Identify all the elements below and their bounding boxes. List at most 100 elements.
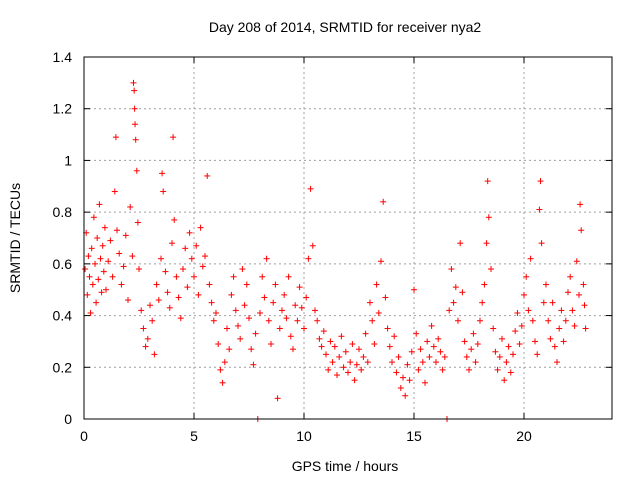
data-point	[88, 245, 95, 252]
data-point	[96, 201, 103, 208]
data-point	[549, 299, 556, 306]
data-point	[153, 281, 160, 288]
data-point	[435, 335, 442, 342]
x-tick-label: 5	[190, 428, 198, 444]
data-point	[305, 255, 312, 262]
data-point	[224, 325, 230, 332]
data-point	[164, 289, 171, 296]
data-point	[455, 317, 461, 324]
data-point	[505, 343, 512, 350]
data-point	[492, 348, 499, 355]
data-point	[250, 361, 257, 368]
data-point	[116, 250, 123, 257]
data-point	[463, 353, 470, 360]
data-point	[166, 304, 173, 311]
data-point	[173, 273, 180, 280]
data-point	[413, 330, 420, 337]
data-point	[131, 105, 138, 112]
data-point	[536, 206, 543, 213]
data-point	[129, 253, 136, 260]
data-point	[93, 299, 100, 306]
data-point	[276, 325, 283, 332]
data-point	[261, 294, 268, 301]
data-point	[501, 377, 508, 384]
data-point	[360, 353, 367, 360]
data-point	[560, 338, 567, 345]
data-point	[349, 341, 356, 348]
data-points	[82, 79, 589, 422]
data-point	[162, 268, 169, 275]
data-point	[235, 322, 241, 329]
data-point	[171, 216, 178, 223]
data-point	[503, 359, 510, 366]
data-point	[252, 330, 259, 337]
x-tick-label: 15	[406, 428, 422, 444]
data-point	[484, 178, 491, 185]
data-point	[426, 353, 433, 360]
data-point	[571, 322, 578, 329]
data-point	[239, 266, 246, 273]
data-point	[120, 263, 127, 270]
data-point	[199, 263, 206, 270]
y-tick-label: 0.8	[53, 204, 73, 220]
data-point	[521, 291, 527, 298]
y-axis-label: SRMTID / TECUs	[7, 183, 23, 293]
data-point	[417, 346, 424, 353]
data-point	[577, 201, 584, 208]
data-point	[329, 359, 336, 366]
data-point	[103, 286, 109, 293]
data-point	[226, 346, 233, 353]
data-point	[378, 258, 384, 265]
data-point	[169, 240, 175, 247]
data-point	[303, 294, 310, 301]
y-axis-ticks: 0 0.2 0.4 0.6 0.8 1 1.2 1.4	[53, 49, 612, 427]
data-point	[446, 307, 453, 314]
data-point	[118, 281, 125, 288]
data-point	[545, 317, 552, 324]
data-point	[221, 359, 228, 366]
data-point	[527, 255, 534, 262]
data-point	[516, 341, 523, 348]
data-point	[272, 281, 279, 288]
data-point	[439, 366, 446, 373]
data-point	[193, 242, 200, 249]
data-point	[537, 178, 544, 185]
chart-title: Day 208 of 2014, SRMTID for receiver nya…	[209, 19, 482, 35]
data-point	[386, 343, 393, 350]
data-point	[132, 136, 139, 143]
data-point	[415, 366, 422, 373]
data-point	[105, 258, 112, 265]
data-point	[283, 315, 290, 322]
data-point	[466, 366, 472, 373]
data-point	[562, 317, 569, 324]
data-point	[177, 315, 184, 322]
data-point	[301, 325, 307, 332]
data-point	[507, 369, 514, 376]
data-point	[107, 237, 114, 244]
data-point	[312, 307, 318, 314]
data-point	[296, 284, 303, 291]
data-point	[109, 273, 116, 280]
data-point	[424, 338, 431, 345]
data-point	[402, 392, 409, 399]
data-point	[461, 338, 468, 345]
data-point	[248, 346, 255, 353]
data-point	[208, 299, 215, 306]
data-point	[340, 364, 347, 371]
data-point	[558, 307, 565, 314]
data-point	[540, 299, 547, 306]
data-point	[582, 325, 589, 332]
data-point	[158, 255, 164, 262]
data-point	[554, 359, 560, 366]
data-point	[213, 309, 219, 316]
data-point	[397, 384, 404, 391]
data-point	[347, 359, 354, 366]
data-point	[320, 328, 327, 335]
data-point	[576, 291, 582, 298]
data-point	[82, 266, 89, 273]
data-point	[477, 317, 483, 324]
data-point	[488, 266, 494, 273]
data-point	[202, 253, 208, 260]
data-point	[334, 372, 340, 379]
